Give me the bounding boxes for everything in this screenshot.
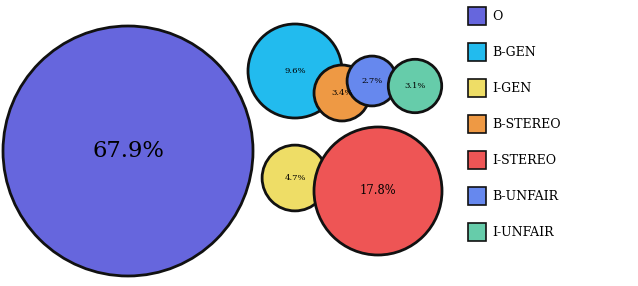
Text: O: O [492, 9, 502, 23]
Text: 3.4%: 3.4% [331, 89, 353, 97]
Bar [468, 43, 486, 61]
Bar [468, 151, 486, 169]
Circle shape [262, 145, 328, 211]
Text: I-STEREO: I-STEREO [492, 154, 556, 166]
Text: 67.9%: 67.9% [92, 140, 164, 162]
Text: I-GEN: I-GEN [492, 82, 531, 94]
Circle shape [314, 127, 442, 255]
Text: B-UNFAIR: B-UNFAIR [492, 190, 558, 202]
Circle shape [3, 26, 253, 276]
Circle shape [248, 24, 342, 118]
Text: B-STEREO: B-STEREO [492, 118, 561, 130]
Circle shape [389, 59, 441, 113]
Text: 4.7%: 4.7% [285, 174, 306, 182]
Text: I-UNFAIR: I-UNFAIR [492, 225, 554, 239]
Circle shape [314, 65, 370, 121]
Bar [468, 79, 486, 97]
Text: 9.6%: 9.6% [284, 67, 306, 75]
Bar [468, 115, 486, 133]
Text: 17.8%: 17.8% [360, 184, 396, 198]
Text: 3.1%: 3.1% [404, 82, 426, 90]
Text: 2.7%: 2.7% [361, 77, 383, 85]
Bar [468, 7, 486, 25]
Circle shape [347, 56, 397, 106]
Bar [468, 187, 486, 205]
Text: B-GEN: B-GEN [492, 45, 536, 59]
Bar [468, 223, 486, 241]
